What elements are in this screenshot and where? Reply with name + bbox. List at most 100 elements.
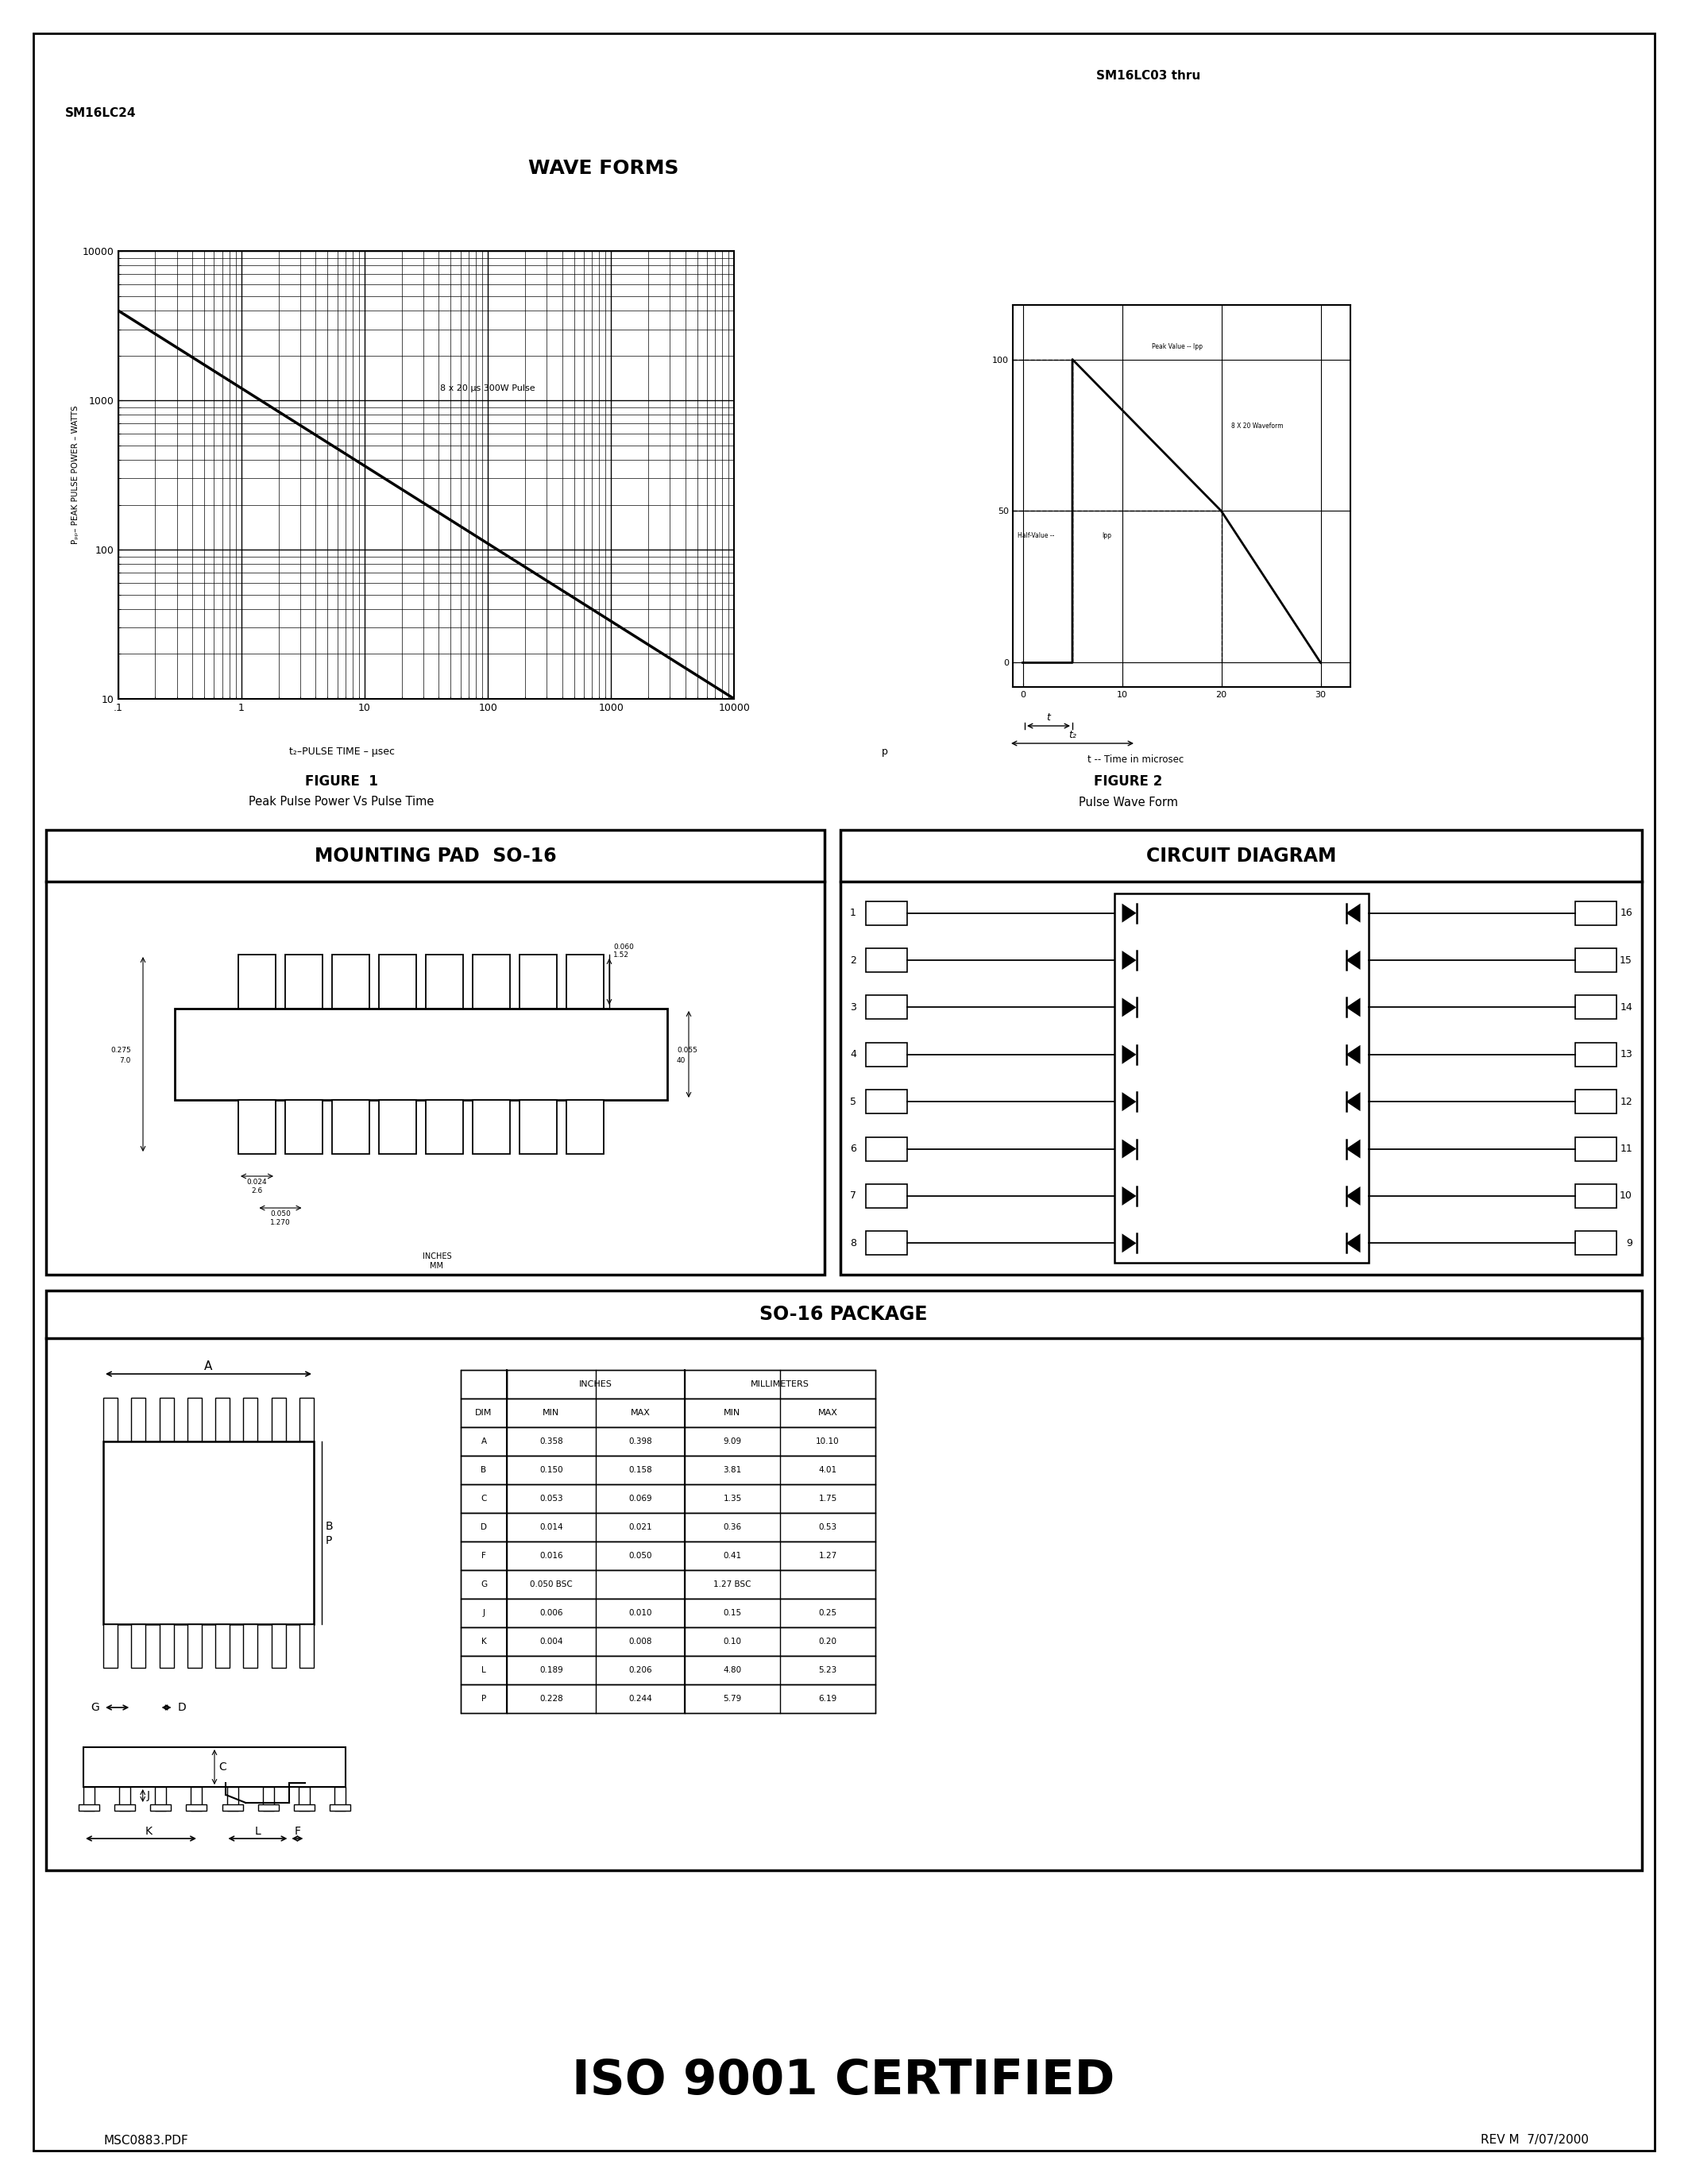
Bar [103, 1625, 118, 1669]
Text: 2: 2 [851, 954, 856, 965]
Text: 7: 7 [851, 1190, 856, 1201]
Text: Peak Value -- Ipp: Peak Value -- Ipp [1151, 343, 1202, 349]
Text: 1.270: 1.270 [270, 1219, 290, 1225]
Bar [461, 1542, 876, 1570]
Text: 0.398: 0.398 [628, 1437, 652, 1446]
Text: 0.25: 0.25 [819, 1610, 837, 1616]
Bar [294, 1804, 314, 1811]
Bar [187, 1398, 201, 1441]
Bar [155, 1787, 165, 1811]
Text: 4: 4 [851, 1048, 856, 1059]
Text: 5: 5 [851, 1096, 856, 1107]
Text: 15: 15 [1620, 954, 1632, 965]
Text: MIN: MIN [724, 1409, 741, 1417]
Text: G: G [481, 1581, 488, 1588]
Bar [150, 1804, 170, 1811]
Polygon shape [1123, 1186, 1136, 1206]
Text: 0.050: 0.050 [270, 1210, 290, 1216]
Bar [1575, 902, 1617, 926]
Bar [866, 1232, 906, 1256]
Bar [299, 1398, 314, 1441]
Text: J: J [147, 1791, 150, 1802]
Bar [115, 1804, 135, 1811]
Bar [103, 1441, 314, 1625]
Bar [187, 1625, 201, 1669]
Bar [176, 1009, 667, 1101]
Text: 9: 9 [1626, 1238, 1632, 1249]
Bar [334, 1787, 346, 1811]
Text: WAVE FORMS: WAVE FORMS [528, 159, 679, 177]
Text: 3.81: 3.81 [722, 1465, 741, 1474]
Text: 1.52: 1.52 [613, 952, 630, 959]
Polygon shape [1123, 1044, 1136, 1064]
Text: INCHES: INCHES [422, 1251, 451, 1260]
Text: 0.15: 0.15 [722, 1610, 741, 1616]
Text: 2.6: 2.6 [252, 1188, 263, 1195]
Bar [425, 954, 463, 1009]
Bar [1575, 996, 1617, 1020]
Text: 0.244: 0.244 [628, 1695, 652, 1704]
Bar [159, 1625, 174, 1669]
Bar [1575, 948, 1617, 972]
Text: G: G [91, 1701, 100, 1712]
Text: P: P [481, 1695, 486, 1704]
Bar [567, 954, 604, 1009]
Bar [866, 996, 906, 1020]
Text: 0.010: 0.010 [628, 1610, 652, 1616]
Bar [333, 954, 370, 1009]
Bar [1575, 1232, 1617, 1256]
Text: 0.158: 0.158 [628, 1465, 652, 1474]
Text: ISO 9001 CERTIFIED: ISO 9001 CERTIFIED [572, 2057, 1116, 2103]
Bar [378, 954, 417, 1009]
Polygon shape [1123, 998, 1136, 1018]
Bar [866, 1184, 906, 1208]
Bar [866, 1042, 906, 1066]
Bar [1575, 1138, 1617, 1160]
Bar [866, 1138, 906, 1160]
Text: MM: MM [430, 1262, 444, 1269]
Bar [191, 1787, 203, 1811]
Text: 1.75: 1.75 [819, 1494, 837, 1503]
Text: 5.23: 5.23 [819, 1666, 837, 1675]
Text: Peak Pulse Power Vs Pulse Time: Peak Pulse Power Vs Pulse Time [248, 795, 434, 808]
Text: INCHES: INCHES [579, 1380, 613, 1389]
Text: 0.021: 0.021 [628, 1522, 652, 1531]
Bar [461, 1570, 876, 1599]
Text: 6: 6 [851, 1144, 856, 1153]
Bar [285, 954, 322, 1009]
Text: 1: 1 [851, 909, 856, 917]
Bar [243, 1625, 258, 1669]
Bar [79, 1804, 100, 1811]
Text: 13: 13 [1620, 1048, 1632, 1059]
Text: F: F [481, 1553, 486, 1559]
Polygon shape [1345, 904, 1361, 922]
Text: J: J [483, 1610, 484, 1616]
Text: 11: 11 [1620, 1144, 1632, 1153]
Bar [567, 1101, 604, 1153]
Text: K: K [481, 1638, 486, 1645]
Text: B: B [481, 1465, 486, 1474]
Bar [132, 1625, 145, 1669]
Text: MIN: MIN [544, 1409, 560, 1417]
Text: L: L [255, 1826, 260, 1837]
Polygon shape [1345, 1092, 1361, 1112]
Text: FIGURE  1: FIGURE 1 [306, 775, 378, 788]
Polygon shape [1123, 1140, 1136, 1158]
Bar [461, 1684, 876, 1712]
Bar [461, 1485, 876, 1514]
Text: FIGURE 2: FIGURE 2 [1094, 775, 1163, 788]
Text: 0.008: 0.008 [628, 1638, 652, 1645]
Text: 14: 14 [1620, 1002, 1632, 1013]
Text: 0.275: 0.275 [111, 1046, 132, 1055]
Bar [238, 954, 275, 1009]
Text: 0.36: 0.36 [722, 1522, 741, 1531]
Bar [866, 902, 906, 926]
Text: A: A [481, 1437, 486, 1446]
Text: SO-16 PACKAGE: SO-16 PACKAGE [760, 1304, 928, 1324]
Text: 12: 12 [1620, 1096, 1632, 1107]
Text: MOUNTING PAD  SO-16: MOUNTING PAD SO-16 [314, 845, 557, 865]
Bar [1575, 1042, 1617, 1066]
Text: t: t [1047, 712, 1050, 723]
Text: 1.27 BSC: 1.27 BSC [714, 1581, 751, 1588]
Text: 0.41: 0.41 [722, 1553, 741, 1559]
